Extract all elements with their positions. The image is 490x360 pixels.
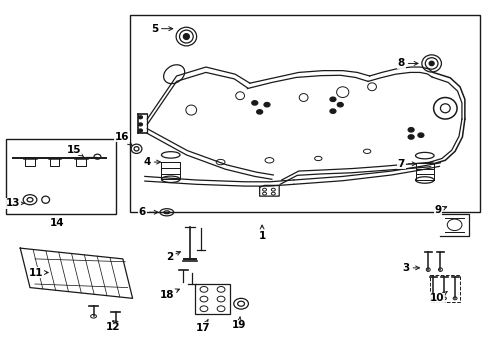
Bar [130,15,480,212]
Text: 16: 16 [115,132,132,145]
Circle shape [330,109,336,113]
Text: 14: 14 [49,218,64,228]
Circle shape [330,97,336,102]
Text: 13: 13 [6,198,24,208]
Text: 10: 10 [430,292,447,303]
Text: 4: 4 [144,157,161,167]
Circle shape [252,101,258,105]
Text: 18: 18 [160,289,179,300]
Circle shape [408,128,414,132]
Ellipse shape [183,34,189,40]
Text: 11: 11 [28,267,48,278]
Text: 8: 8 [398,58,418,68]
Text: 2: 2 [166,252,180,262]
Text: 1: 1 [259,225,266,240]
Text: 12: 12 [106,321,121,332]
Text: 9: 9 [435,206,447,216]
Ellipse shape [429,61,434,66]
Text: 6: 6 [139,207,158,217]
Bar [430,275,460,302]
Circle shape [257,110,263,114]
Bar [5,139,116,214]
Text: 17: 17 [196,320,211,333]
Circle shape [337,103,343,107]
Circle shape [139,129,143,132]
Circle shape [408,135,414,139]
Text: 19: 19 [232,317,246,330]
Circle shape [418,133,424,137]
Text: 15: 15 [67,144,84,157]
Text: 5: 5 [151,24,173,34]
Circle shape [264,103,270,107]
Text: 3: 3 [403,263,419,273]
Circle shape [139,116,143,119]
Text: 7: 7 [398,159,416,169]
Circle shape [139,123,143,126]
Bar [195,284,230,315]
